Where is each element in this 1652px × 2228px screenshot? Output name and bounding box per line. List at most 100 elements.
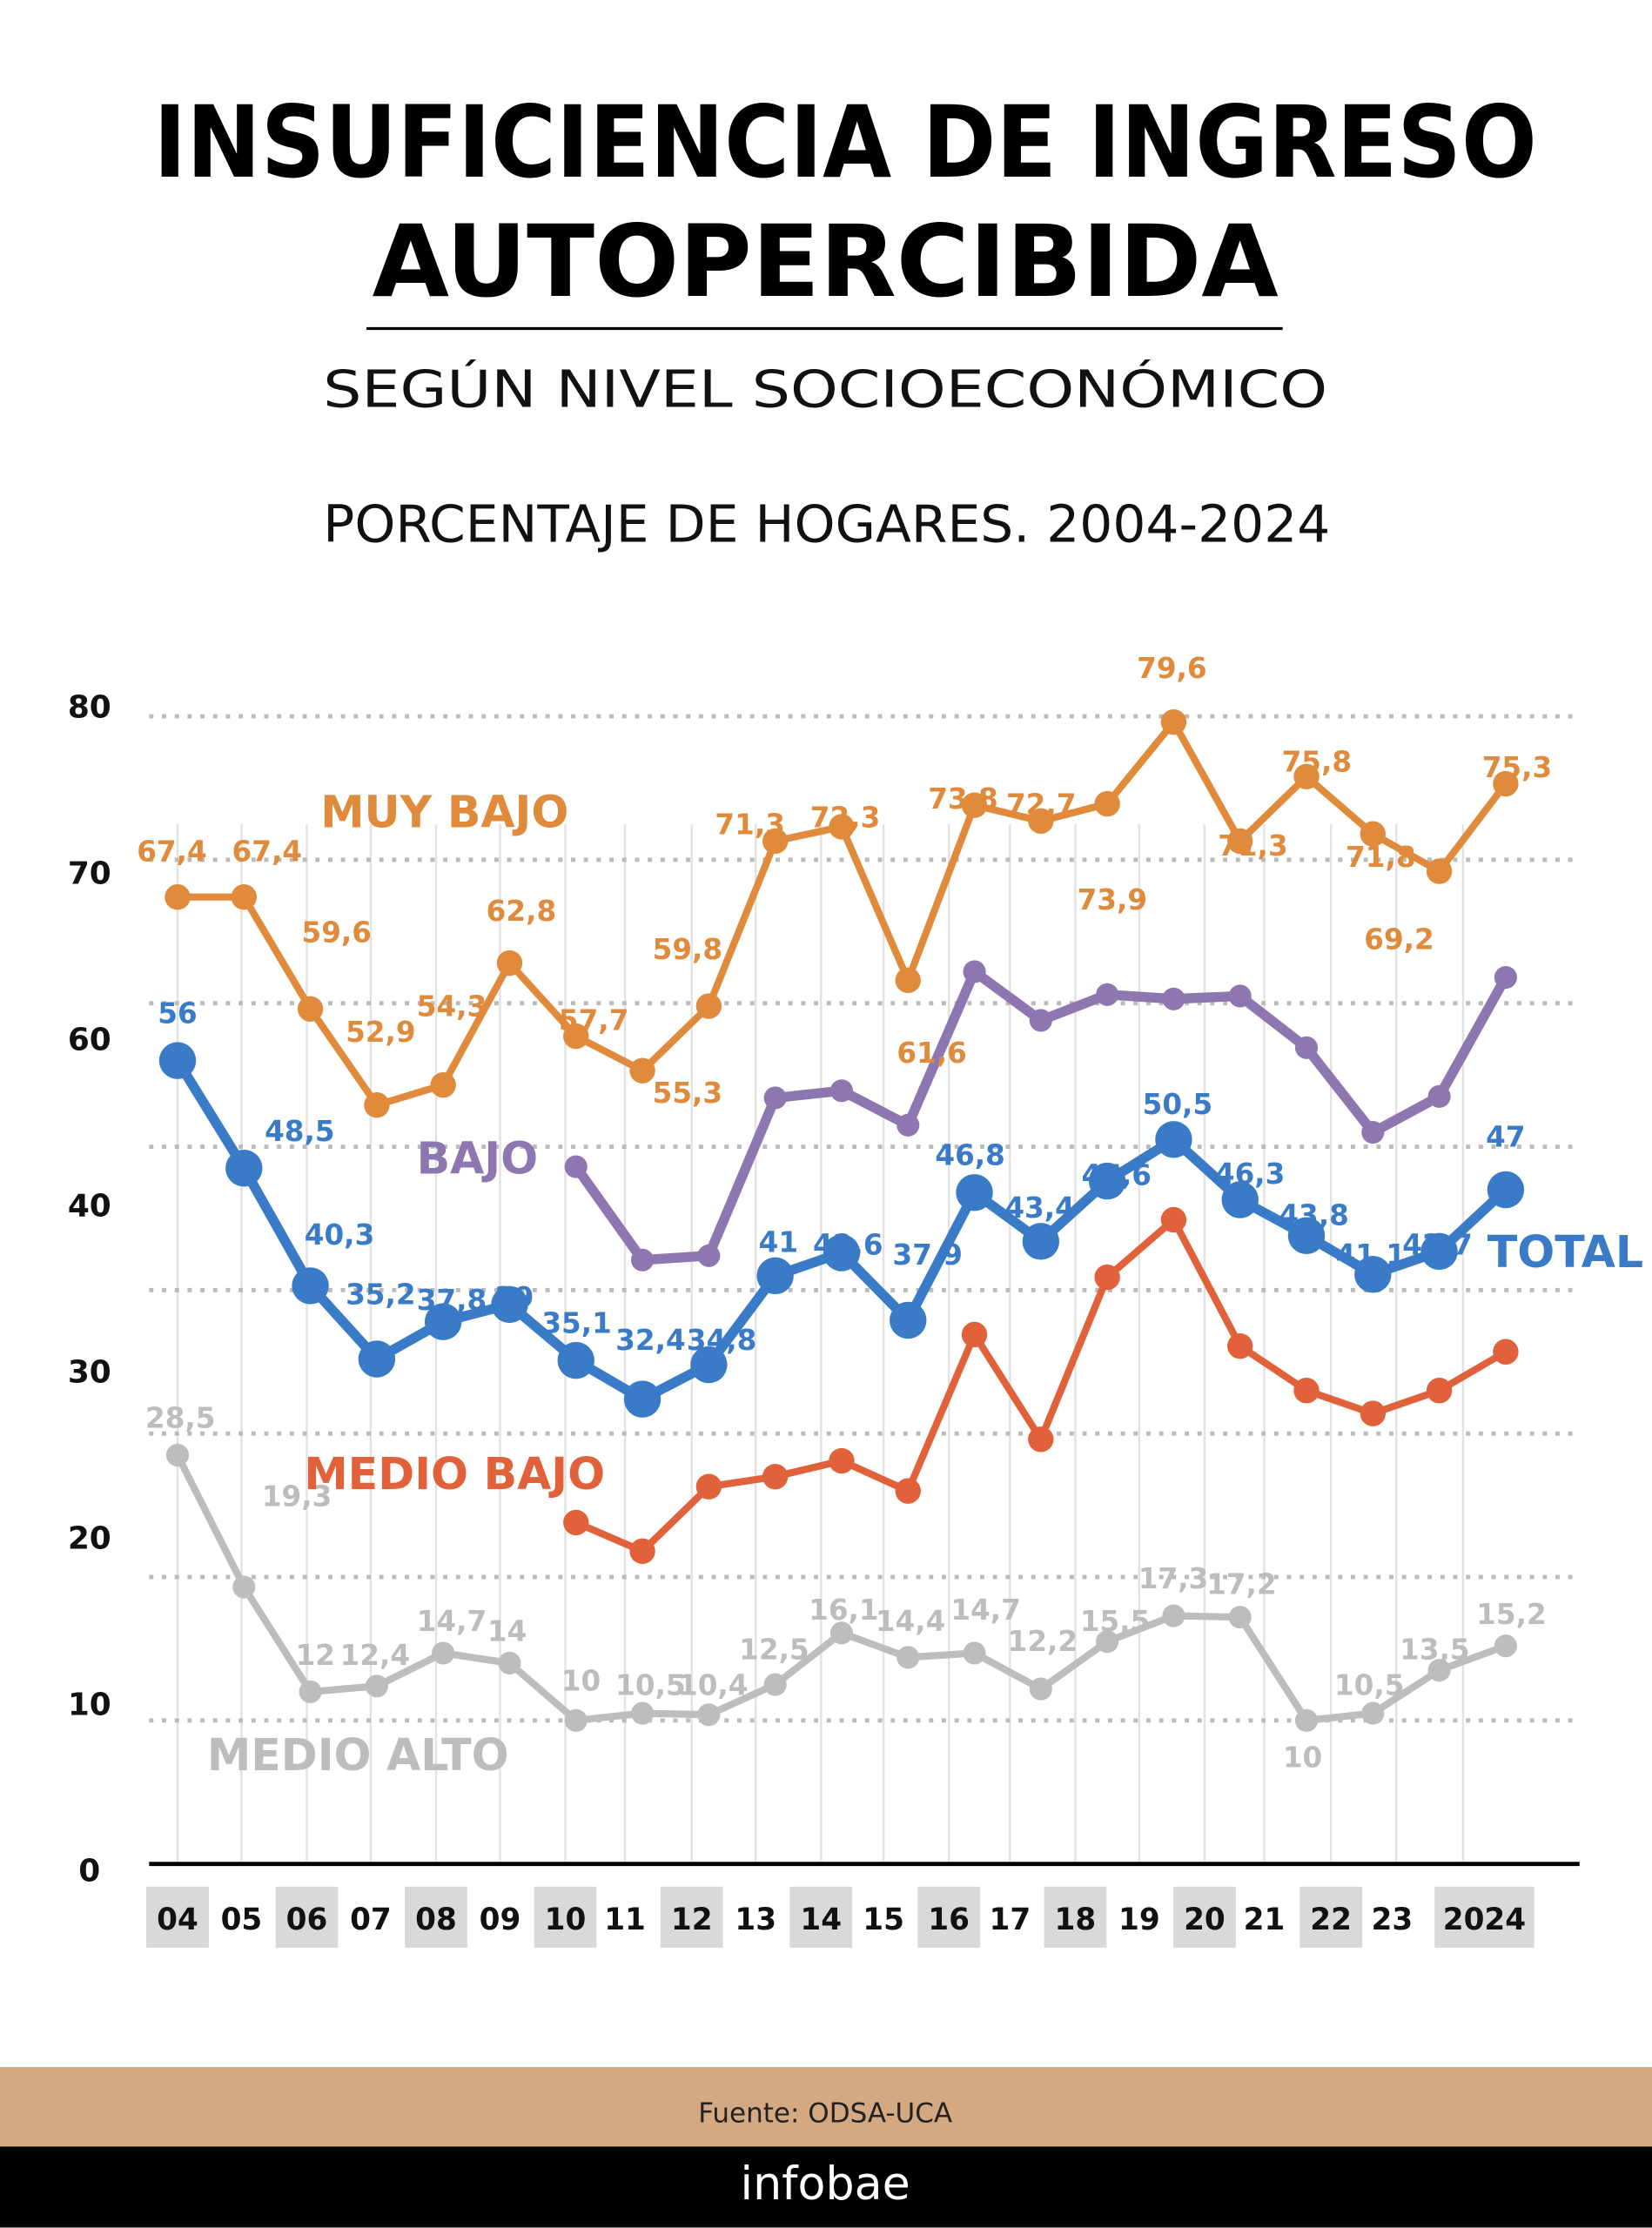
x-tick-label: 16 <box>928 1903 970 1937</box>
y-tick-label: 10 <box>68 1687 111 1722</box>
data-point-muy-bajo <box>496 950 523 976</box>
x-tick-label: 07 <box>350 1903 392 1937</box>
data-point-total <box>1420 1232 1458 1271</box>
data-point-total <box>225 1150 263 1187</box>
series-muy-bajo: 67,4 67,4 59,6 52,954,3 62,8 57,7 55,3 59,8 71,3… <box>137 652 1552 1118</box>
data-label-total: 41,1 <box>1336 1238 1407 1272</box>
data-point-medio-alto <box>498 1651 521 1674</box>
x-tick-label: 19 <box>1118 1903 1160 1937</box>
data-point-bajo <box>1096 983 1119 1006</box>
x-tick-label: 10 <box>545 1903 587 1937</box>
data-label-muy-bajo: 75,8 <box>1282 746 1353 779</box>
x-tick-box <box>789 1886 853 1948</box>
data-point-muy-bajo <box>297 996 324 1022</box>
x-tick-label: 22 <box>1310 1903 1352 1937</box>
series-medio-bajo: MEDIO BAJO <box>304 1206 1519 1565</box>
data-point-bajo <box>697 1244 721 1267</box>
data-label-muy-bajo: 73,8 <box>928 782 998 815</box>
data-point-total <box>358 1340 396 1378</box>
data-label-medio-alto: 10 <box>561 1665 601 1698</box>
x-tick-box <box>917 1886 981 1948</box>
data-point-bajo <box>1494 965 1517 990</box>
data-point-total <box>1221 1181 1259 1218</box>
data-point-medio-bajo <box>1426 1378 1453 1404</box>
data-point-medio-alto <box>1294 1708 1319 1732</box>
data-label-total: 37,9 <box>892 1238 963 1272</box>
footer-band <box>0 2067 1652 2147</box>
data-point-medio-alto <box>1029 1677 1052 1701</box>
data-point-total <box>1487 1171 1525 1209</box>
data-label-total: 56 <box>158 997 197 1030</box>
title-line-1: INSUFICIENCIA DE INGRESO <box>153 84 1537 200</box>
data-point-total <box>557 1341 594 1379</box>
x-tick-box <box>1299 1886 1363 1948</box>
data-point-medio-alto <box>631 1701 655 1725</box>
data-point-bajo <box>1228 984 1252 1008</box>
data-point-medio-bajo <box>829 1447 855 1474</box>
data-point-muy-bajo <box>1293 763 1320 789</box>
x-tick-label: 21 <box>1244 1903 1286 1937</box>
data-label-total: 46,8 <box>935 1139 1005 1172</box>
x-tick-label: 12 <box>671 1903 713 1937</box>
x-tick-label: 08 <box>415 1903 457 1937</box>
x-tick-box <box>1044 1886 1107 1948</box>
x-tick-label: 11 <box>604 1903 646 1937</box>
data-point-medio-alto <box>165 1443 190 1466</box>
chart-description: PORCENTAJE DE HOGARES. 2004-2024 <box>323 493 1330 554</box>
data-point-medio-bajo <box>1160 1206 1187 1233</box>
data-label-total: 46,3 <box>1215 1158 1286 1191</box>
series-name-medio-alto: MEDIO ALTO <box>207 1729 509 1781</box>
data-label-medio-alto: 10,5 <box>1334 1668 1405 1701</box>
series-bajo: BAJO <box>417 960 1517 1272</box>
data-label-medio-alto: 12,5 <box>739 1634 809 1667</box>
data-point-muy-bajo <box>430 1071 456 1098</box>
data-point-medio-alto <box>829 1621 854 1645</box>
data-point-total <box>1354 1256 1392 1293</box>
x-tick-label: 14 <box>800 1903 842 1937</box>
data-point-muy-bajo <box>829 814 855 840</box>
x-tick-box <box>275 1886 339 1948</box>
data-point-muy-bajo <box>1094 790 1120 817</box>
data-label-total: 47 <box>1486 1121 1525 1154</box>
data-label-muy-bajo: 71,8 <box>1346 841 1416 874</box>
data-point-medio-alto <box>963 1641 986 1665</box>
data-label-medio-alto: 15,2 <box>1476 1598 1547 1631</box>
data-point-total <box>292 1267 329 1305</box>
y-tick-label: 40 <box>68 1189 111 1225</box>
data-point-total <box>823 1234 861 1272</box>
series-name-medio-bajo: MEDIO BAJO <box>304 1448 605 1500</box>
data-point-medio-bajo <box>1094 1264 1120 1291</box>
data-point-muy-bajo <box>563 1023 589 1050</box>
x-tick-box <box>1173 1886 1236 1948</box>
data-label-total: 39 <box>494 1281 534 1314</box>
data-label-medio-alto: 28,5 <box>145 1402 216 1435</box>
data-point-medio-bajo <box>1360 1400 1387 1426</box>
data-point-muy-bajo <box>762 828 789 855</box>
data-point-bajo <box>1029 1009 1052 1032</box>
data-label-medio-alto: 17,3 <box>1138 1562 1209 1595</box>
data-point-medio-bajo <box>1293 1378 1320 1404</box>
data-label-medio-alto: 14,4 <box>876 1605 946 1638</box>
x-tick-label: 20 <box>1184 1903 1226 1937</box>
title-line-2: AUTOPERCIBIDA <box>373 204 1279 319</box>
data-label-muy-bajo: 55,3 <box>653 1077 722 1110</box>
data-label-medio-alto: 15,5 <box>1080 1605 1151 1638</box>
x-tick-box <box>146 1886 209 1948</box>
data-label-muy-bajo: 59,6 <box>302 916 372 950</box>
data-point-medio-bajo <box>1028 1426 1054 1453</box>
data-point-muy-bajo <box>1426 858 1453 884</box>
data-point-medio-alto <box>1096 1630 1119 1654</box>
data-point-medio-bajo <box>695 1473 722 1500</box>
x-tick-box <box>405 1886 467 1948</box>
data-label-total: 41 <box>759 1225 798 1258</box>
series-name-muy-bajo: MUY BAJO <box>320 786 568 837</box>
data-point-medio-bajo <box>563 1509 589 1536</box>
data-label-total: 47,6 <box>1081 1159 1152 1192</box>
data-point-bajo <box>897 1113 920 1137</box>
data-label-muy-bajo: 69,2 <box>1364 923 1434 956</box>
data-label-medio-alto: 14 <box>487 1614 527 1648</box>
data-point-total <box>1287 1217 1326 1254</box>
data-label-total: 50,5 <box>1143 1088 1213 1121</box>
data-point-medio-alto <box>697 1703 721 1727</box>
